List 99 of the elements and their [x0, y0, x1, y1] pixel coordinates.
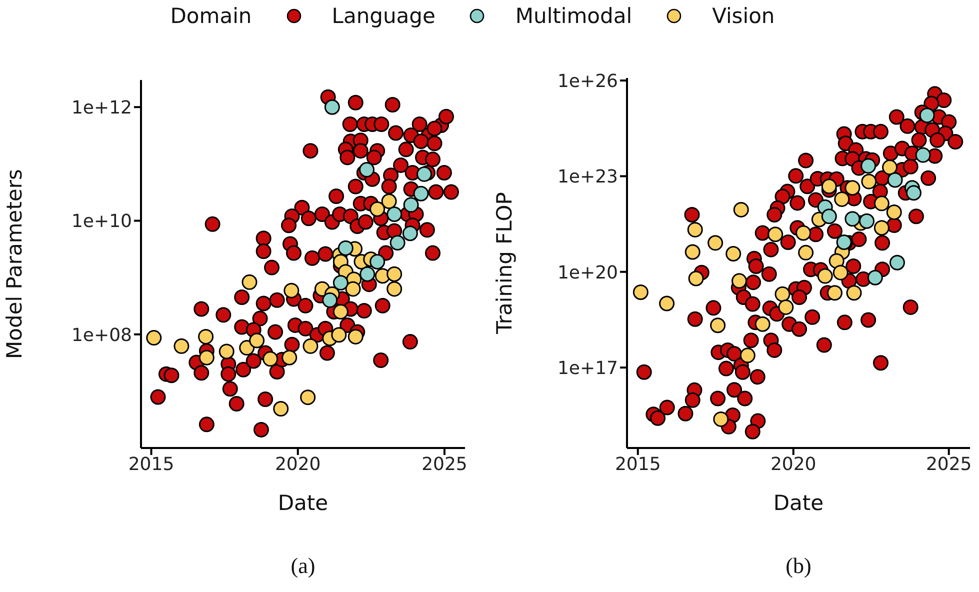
point [360, 266, 376, 282]
y-tick-label: 1e+20 [557, 262, 618, 284]
point [774, 286, 790, 302]
x-tick-label: 2025 [926, 454, 972, 475]
point [332, 275, 348, 291]
point [826, 285, 842, 301]
point [273, 401, 289, 417]
legend-label: Language [332, 4, 436, 28]
x-tick-label: 2015 [128, 454, 174, 475]
point [370, 201, 386, 217]
point [348, 328, 364, 344]
point [860, 158, 876, 174]
point [416, 166, 432, 182]
x-tick-label: 2025 [422, 454, 468, 475]
point [381, 194, 397, 210]
point [887, 172, 903, 188]
point [726, 246, 742, 262]
point [632, 284, 648, 300]
point [242, 274, 258, 290]
point [713, 411, 729, 427]
point [821, 208, 837, 224]
point [386, 281, 402, 297]
point [390, 234, 406, 250]
y-tick-label: 1e+26 [557, 70, 618, 92]
point [778, 299, 794, 315]
point [659, 296, 675, 312]
point [754, 316, 770, 332]
point [844, 211, 860, 227]
point [867, 270, 883, 286]
point [338, 240, 354, 256]
point [322, 292, 338, 308]
point [218, 344, 234, 360]
point [740, 348, 756, 364]
point [906, 185, 922, 201]
point [370, 254, 386, 270]
y-tick-label: 1e+17 [557, 358, 618, 379]
legend-title: Domain [170, 4, 252, 28]
point [915, 147, 931, 163]
point [733, 202, 749, 218]
legend-label: Multimodal [515, 4, 632, 28]
point [834, 191, 850, 207]
point [882, 160, 898, 176]
point [886, 204, 902, 220]
y-axis-title: Model Parameters [2, 169, 26, 359]
point [198, 328, 214, 344]
x-axis-title: Date [773, 491, 824, 515]
point [146, 330, 162, 346]
point [345, 281, 361, 297]
point [249, 332, 265, 348]
point [889, 254, 905, 270]
point [403, 197, 419, 213]
point [919, 108, 935, 124]
point [828, 253, 844, 269]
point [688, 270, 704, 286]
point [359, 162, 375, 178]
point [844, 180, 860, 196]
x-axis-title: Date [278, 491, 328, 515]
point [300, 390, 316, 406]
point [874, 196, 890, 212]
y-tick-label: 1e+10 [71, 211, 132, 232]
point [832, 264, 848, 280]
point [846, 285, 862, 301]
x-tick-label: 2015 [614, 454, 661, 475]
point [284, 282, 300, 298]
point [386, 266, 402, 282]
point [386, 206, 402, 222]
point [859, 213, 875, 229]
point [768, 226, 784, 242]
point [861, 174, 877, 190]
point [874, 220, 890, 236]
point [332, 304, 348, 320]
y-tick-label: 1e+12 [71, 98, 132, 118]
text: (b) [784, 553, 812, 579]
point [262, 351, 278, 367]
point [174, 338, 190, 354]
point [324, 99, 340, 115]
point [282, 350, 298, 366]
point [302, 338, 318, 354]
point [798, 244, 814, 260]
y-axis-title: Training FLOP [492, 192, 516, 335]
point [684, 244, 700, 260]
point [708, 235, 724, 251]
point [402, 226, 418, 242]
point [817, 268, 833, 284]
y-tick-label: 1e+08 [71, 324, 132, 346]
y-tick-label: 1e+23 [557, 166, 618, 188]
point [413, 186, 429, 202]
text: (a) [290, 553, 316, 579]
point [710, 318, 726, 334]
legend-label: Vision [712, 4, 775, 28]
x-tick-label: 2020 [274, 454, 321, 475]
point [687, 222, 703, 238]
point [732, 273, 748, 289]
point [796, 225, 812, 241]
point [331, 327, 347, 343]
point [239, 340, 255, 356]
point [821, 178, 837, 194]
x-tick-label: 2020 [770, 454, 816, 475]
point [198, 350, 214, 366]
